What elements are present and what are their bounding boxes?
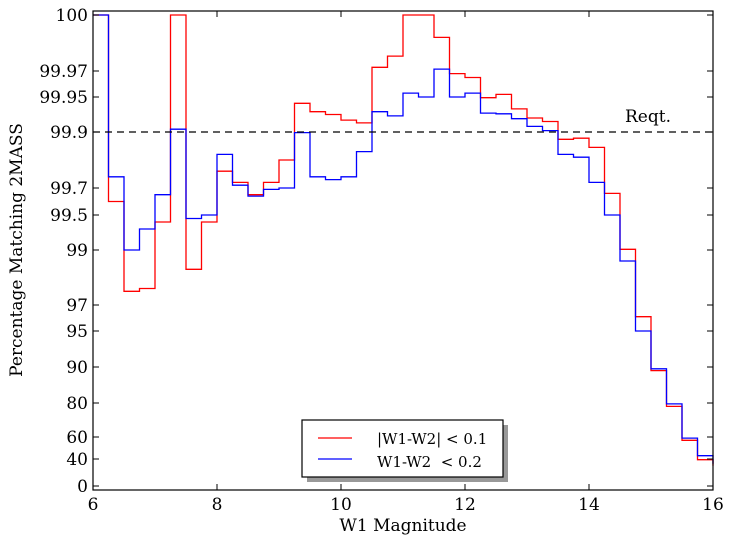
x-axis-label: W1 Magnitude bbox=[339, 516, 466, 536]
x-tick-label: 16 bbox=[702, 495, 724, 515]
y-axis-label: Percentage Matching 2MASS bbox=[7, 123, 27, 377]
y-tick-label: 60 bbox=[66, 428, 88, 448]
series-line-red bbox=[93, 14, 714, 466]
legend: |W1-W2| < 0.1 W1-W2 < 0.2 bbox=[301, 419, 508, 482]
series-layer bbox=[93, 14, 714, 466]
y-tick-label: 80 bbox=[66, 394, 88, 414]
x-tick-label: 14 bbox=[578, 495, 600, 515]
y-tick-label: 99.95 bbox=[39, 88, 88, 108]
y-tick-label: 99.97 bbox=[39, 62, 88, 82]
plot-background bbox=[93, 11, 713, 490]
y-tick-label: 95 bbox=[66, 322, 88, 342]
y-tick-label: 99.9 bbox=[50, 123, 88, 143]
x-tick-label: 12 bbox=[454, 495, 476, 515]
y-tick-label: 99.5 bbox=[50, 206, 88, 226]
requirement-label: Reqt. bbox=[625, 107, 671, 127]
legend-label-blue: W1-W2 < 0.2 bbox=[377, 453, 482, 471]
x-axis: 6 8 10 12 14 16 bbox=[88, 11, 724, 515]
x-tick-label: 10 bbox=[330, 495, 352, 515]
y-tick-label: 90 bbox=[66, 358, 88, 378]
x-tick-label: 8 bbox=[212, 495, 223, 515]
legend-label-red: |W1-W2| < 0.1 bbox=[377, 430, 487, 448]
y-tick-label: 100 bbox=[56, 6, 88, 26]
y-tick-label: 99 bbox=[66, 241, 88, 261]
y-tick-label: 97 bbox=[66, 296, 88, 316]
y-tick-label: 40 bbox=[66, 450, 88, 470]
legend-box bbox=[301, 419, 504, 478]
x-tick-label: 6 bbox=[88, 495, 99, 515]
y-tick-label: 99.7 bbox=[50, 179, 88, 199]
y-tick-label: 0 bbox=[77, 477, 88, 497]
series-line-blue bbox=[93, 14, 714, 464]
